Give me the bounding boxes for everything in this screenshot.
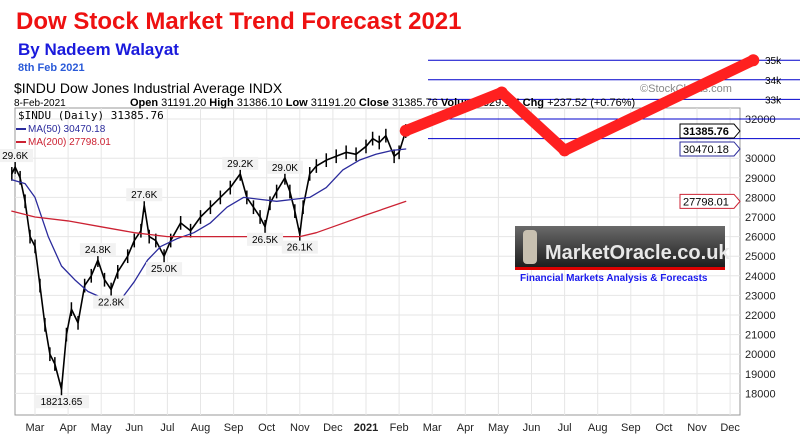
- level-label: 33k: [765, 95, 782, 106]
- forecast-point: [495, 86, 508, 99]
- logo-red-bar: [515, 267, 725, 270]
- x-tick-label: Apr: [60, 422, 77, 434]
- value-tag: [679, 123, 741, 139]
- annotation-label: 29.2K: [227, 159, 253, 170]
- annotation-bg: [247, 232, 284, 246]
- annotation-bg: [266, 160, 303, 174]
- x-tick-label: Nov: [290, 422, 310, 434]
- annotation-bg: [33, 395, 90, 409]
- ohlc-low_label: Low: [283, 97, 308, 109]
- y-tick-label: 20000: [745, 349, 776, 361]
- forecast-point: [399, 124, 412, 137]
- annotation-label: 22.8K: [98, 298, 124, 309]
- y-tick-label: 27000: [745, 212, 776, 224]
- y-tick-label: 28000: [745, 192, 776, 204]
- value-tag-label: 30470.18: [683, 144, 729, 156]
- ohlc-high: 31386.10: [234, 97, 283, 109]
- legend-ma50: MA(50) 30470.18: [28, 124, 106, 135]
- ohlc-high_label: High: [206, 97, 234, 109]
- annotation-label: 26.1K: [287, 243, 313, 254]
- ohlc-readout: Open 31191.20 High 31386.10 Low 31191.20…: [130, 97, 635, 109]
- annotation-label: 24.8K: [85, 245, 111, 256]
- annotation-bg: [126, 188, 163, 202]
- annotation-label: 26.5K: [252, 235, 278, 246]
- logo-box: [515, 226, 725, 267]
- x-tick-label: 2021: [354, 422, 378, 434]
- x-tick-label: Aug: [588, 422, 608, 434]
- statue-icon: [523, 230, 537, 264]
- author: By Nadeem Walayat: [18, 40, 179, 59]
- y-tick-label: 25000: [745, 251, 776, 263]
- y-tick-label: 18000: [745, 388, 776, 400]
- ohlc-open: 31191.20: [158, 97, 206, 109]
- level-label: 35k: [765, 56, 782, 67]
- bar-date: 8-Feb-2021: [14, 98, 66, 109]
- x-tick-label: Dec: [720, 422, 740, 434]
- annotation-label: 29.6K: [2, 151, 28, 162]
- x-tick-label: Aug: [191, 422, 211, 434]
- logo-name: MarketOracle.co.uk: [545, 242, 730, 264]
- annotation-bg: [79, 243, 116, 257]
- y-tick-label: 30000: [745, 153, 776, 165]
- value-tag-label: 27798.01: [683, 196, 729, 208]
- annotation-bg: [281, 240, 318, 254]
- logo-tagline: Financial Markets Analysis & Forecasts: [520, 273, 708, 284]
- forecast-point: [747, 54, 760, 67]
- ohlc-chg: +237.52 (+0.76%): [544, 97, 635, 109]
- x-tick-label: Jun: [523, 422, 541, 434]
- y-tick-label: 19000: [745, 369, 776, 381]
- y-tick-label: 23000: [745, 290, 776, 302]
- x-tick-label: Sep: [224, 422, 244, 434]
- ohlc-chg_label: Chg: [520, 97, 544, 109]
- ohlc-low: 31191.20: [308, 97, 356, 109]
- legend-price: $INDU (Daily) 31385.76: [18, 109, 164, 122]
- ohlc-close: 31385.76: [389, 97, 438, 109]
- annotation-label: 27.6K: [131, 190, 157, 201]
- forecast-line: [400, 54, 759, 156]
- legend-ma200: MA(200) 27798.01: [28, 137, 111, 148]
- level-label: 34k: [765, 76, 782, 87]
- symbol-name: $INDU Dow Jones Industrial Average INDX: [14, 80, 283, 96]
- annotation-bg: [0, 149, 34, 163]
- x-tick-label: May: [91, 422, 112, 434]
- x-tick-label: Mar: [423, 422, 442, 434]
- value-tag-label: 31385.76: [683, 126, 729, 138]
- x-tick-label: Jul: [160, 422, 174, 434]
- x-tick-label: Mar: [26, 422, 45, 434]
- x-tick-label: Dec: [323, 422, 343, 434]
- x-tick-label: Apr: [457, 422, 474, 434]
- x-tick-label: Jun: [125, 422, 143, 434]
- x-tick-label: Oct: [258, 422, 275, 434]
- annotation-bg: [93, 295, 130, 309]
- annotation-label: 29.0K: [272, 163, 298, 174]
- ohlc-open_label: Open: [130, 97, 158, 109]
- date: 8th Feb 2021: [18, 62, 85, 74]
- x-tick-label: May: [488, 422, 509, 434]
- y-tick-label: 22000: [745, 310, 776, 322]
- y-tick-label: 32000: [745, 114, 776, 126]
- y-tick-label: 21000: [745, 330, 776, 342]
- y-tick-label: 24000: [745, 271, 776, 283]
- x-tick-label: Jul: [558, 422, 572, 434]
- annotation-bg: [222, 156, 259, 170]
- x-tick-label: Feb: [390, 422, 409, 434]
- value-tag: [679, 193, 741, 209]
- ma200-line: [11, 200, 407, 238]
- ma50-line: [11, 148, 407, 300]
- main-title: Dow Stock Market Trend Forecast 2021: [16, 8, 462, 35]
- y-tick-label: 29000: [745, 173, 776, 185]
- x-tick-label: Oct: [655, 422, 672, 434]
- annotation-label: 25.0K: [151, 264, 177, 275]
- ohlc-close_label: Close: [356, 97, 389, 109]
- forecast-point: [558, 144, 571, 157]
- x-tick-label: Nov: [687, 422, 707, 434]
- value-tag: [679, 141, 741, 157]
- x-tick-label: Sep: [621, 422, 641, 434]
- annotation-bg: [146, 262, 183, 276]
- annotation-label: 18213.65: [41, 397, 83, 408]
- y-tick-label: 26000: [745, 232, 776, 244]
